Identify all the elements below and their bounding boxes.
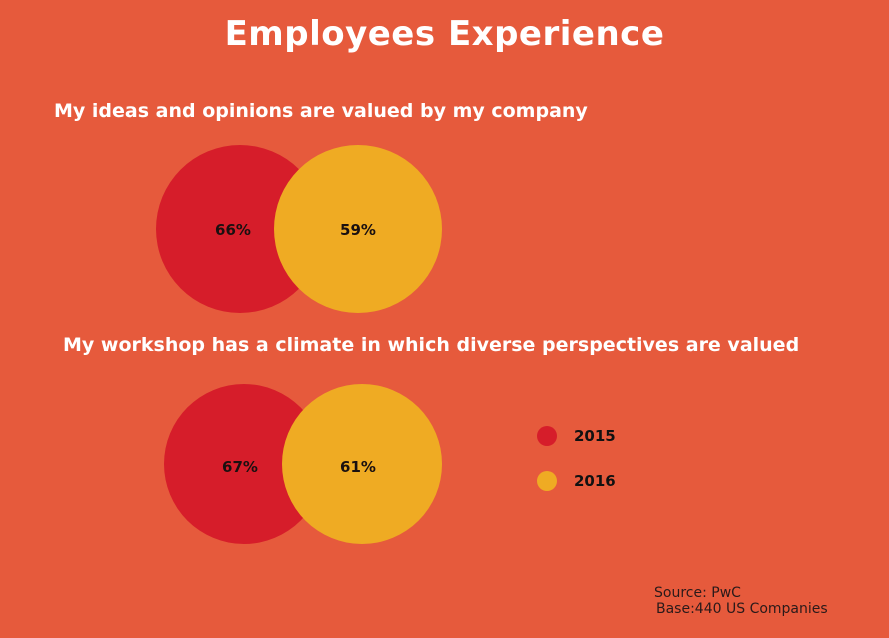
value-label-2016-q2: 61% bbox=[340, 458, 376, 476]
venn-chart-2: 67% 61% bbox=[164, 384, 442, 544]
legend-label-2016: 2016 bbox=[574, 472, 616, 490]
value-label-2016-q1: 59% bbox=[340, 221, 376, 239]
circle-2015-q1 bbox=[156, 145, 324, 313]
circle-2015-q2 bbox=[164, 384, 324, 544]
venn-chart-1: 66% 59% bbox=[156, 145, 442, 313]
chart-title: Employees Experience bbox=[224, 14, 665, 54]
circle-2016-q1 bbox=[274, 145, 442, 313]
base-line: Base:440 US Companies bbox=[656, 601, 828, 617]
source-note: Source: PwC Base:440 US Companies bbox=[654, 585, 828, 617]
value-label-2015-q1: 66% bbox=[215, 221, 251, 239]
value-label-2015-q2: 67% bbox=[222, 458, 258, 476]
legend-swatch-2015 bbox=[537, 426, 557, 446]
circle-2016-q2 bbox=[282, 384, 442, 544]
legend-item-2015: 2015 bbox=[537, 426, 616, 446]
source-line: Source: PwC bbox=[654, 585, 741, 601]
legend-label-2015: 2015 bbox=[574, 427, 616, 445]
question-1-title: My ideas and opinions are valued by my c… bbox=[54, 100, 588, 122]
legend-swatch-2016 bbox=[537, 471, 557, 491]
question-2-title: My workshop has a climate in which diver… bbox=[63, 334, 800, 356]
legend-item-2016: 2016 bbox=[537, 471, 616, 491]
